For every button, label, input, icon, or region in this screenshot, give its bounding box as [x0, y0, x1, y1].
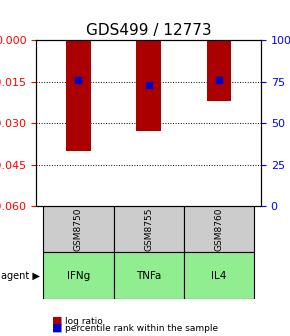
Text: agent ▶: agent ▶	[1, 271, 40, 281]
Text: IFNg: IFNg	[67, 271, 90, 281]
Text: TNFa: TNFa	[136, 271, 161, 281]
Bar	[66, 40, 91, 151]
Text: log ratio: log ratio	[65, 317, 103, 326]
Text: GSM8760: GSM8760	[214, 207, 223, 251]
Bar	[206, 40, 231, 101]
FancyBboxPatch shape	[113, 206, 184, 252]
Text: GSM8750: GSM8750	[74, 207, 83, 251]
FancyBboxPatch shape	[184, 206, 254, 252]
Title: GDS499 / 12773: GDS499 / 12773	[86, 23, 211, 38]
Text: GSM8755: GSM8755	[144, 207, 153, 251]
Text: percentile rank within the sample: percentile rank within the sample	[65, 324, 218, 333]
FancyBboxPatch shape	[43, 252, 113, 299]
FancyBboxPatch shape	[113, 252, 184, 299]
Text: IL4: IL4	[211, 271, 226, 281]
Text: ■: ■	[52, 316, 63, 326]
Bar	[136, 40, 161, 131]
FancyBboxPatch shape	[43, 206, 113, 252]
Text: ■: ■	[52, 323, 63, 333]
FancyBboxPatch shape	[184, 252, 254, 299]
